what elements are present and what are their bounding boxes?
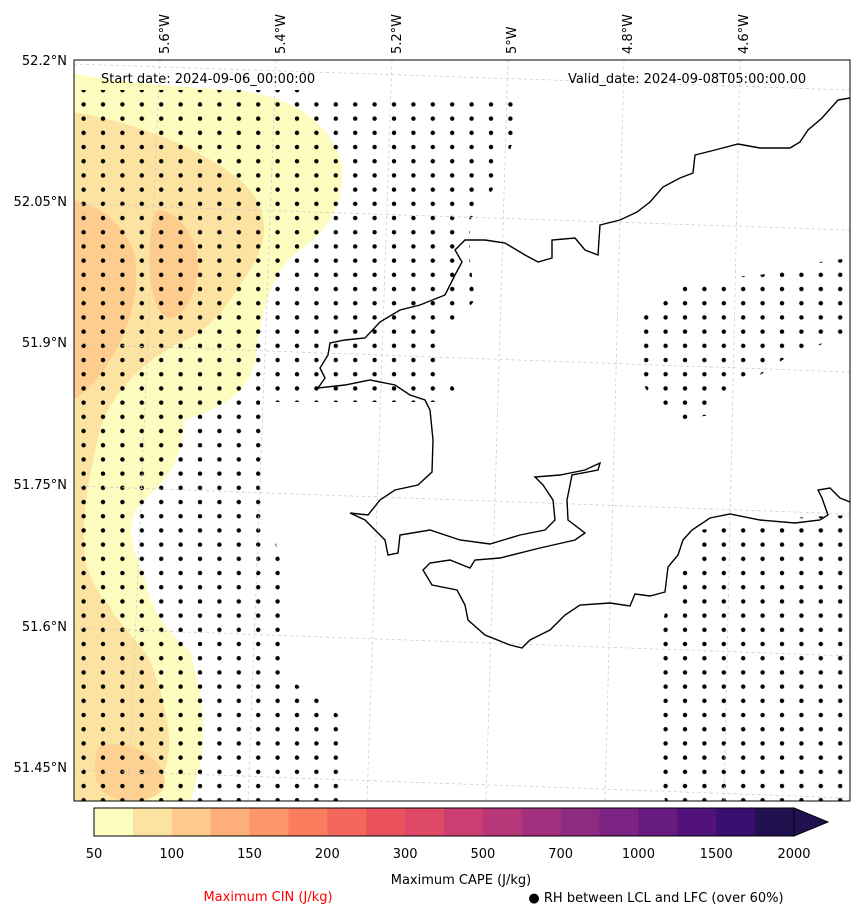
colorbar-tick-label: 2000 (777, 847, 810, 862)
colorbar-bin (521, 808, 562, 836)
longitude-labels: 5.6°W 5.4°W 5.2°W 5°W 4.8°W 4.6°W (158, 14, 752, 54)
lon-label-4.8W: 4.8°W (621, 14, 636, 54)
lon-label-4.6W: 4.6°W (737, 14, 752, 54)
coastline-north (316, 97, 850, 649)
rh-stippling (74, 90, 850, 801)
colorbar-tick-label: 700 (548, 847, 573, 862)
start-date-label: Start date: 2024-09-06_00:00:00 (101, 72, 315, 87)
rh-region-east-upper (632, 258, 850, 420)
colorbar: 50 100 150 200 300 500 700 1000 1500 2000 Maximum… (86, 807, 830, 888)
rh-region-east-lower (652, 515, 850, 801)
colorbar-bins (94, 808, 795, 836)
colorbar-tick-label: 150 (237, 847, 262, 862)
lon-label-5.2W: 5.2°W (390, 14, 405, 54)
lat-label-51.9N: 51.9°N (22, 336, 67, 351)
colorbar-tick-label: 1500 (700, 847, 733, 862)
colorbar-bin (171, 808, 212, 836)
colorbar-bin (755, 808, 795, 836)
colorbar-bin (444, 808, 484, 836)
lat-label-51.75N: 51.75°N (14, 478, 67, 493)
colorbar-bin (716, 808, 756, 836)
colorbar-bin (560, 808, 601, 836)
colorbar-bin (405, 808, 445, 836)
colorbar-bin (677, 808, 717, 836)
lon-label-5W: 5°W (505, 26, 520, 54)
colorbar-bin (132, 808, 173, 836)
lon-label-5.4W: 5.4°W (274, 14, 289, 54)
lat-label-51.6N: 51.6°N (22, 620, 67, 635)
colorbar-bin (482, 808, 523, 836)
colorbar-bin (638, 808, 678, 836)
cin-legend-label: Maximum CIN (J/kg) (203, 890, 332, 905)
coastline (316, 97, 850, 649)
lat-label-51.45N: 51.45°N (14, 761, 67, 776)
colorbar-tick-label: 500 (470, 847, 495, 862)
colorbar-extend-arrow (793, 807, 830, 837)
latitude-labels: 52.2°N 52.05°N 51.9°N 51.75°N 51.6°N 51.… (14, 54, 67, 776)
lat-label-52.05N: 52.05°N (14, 195, 67, 210)
colorbar-tick-label: 100 (159, 847, 184, 862)
colorbar-bin (210, 808, 251, 836)
gridlines (74, 60, 850, 801)
colorbar-tick-label: 50 (86, 847, 103, 862)
colorbar-bin (366, 808, 406, 836)
lon-label-5.6W: 5.6°W (158, 14, 173, 54)
colorbar-tick-label: 300 (393, 847, 418, 862)
rh-region-west (74, 90, 525, 801)
valid-date-label: Valid_date: 2024-09-08T05:00:00.00 (568, 72, 806, 87)
map-border (73, 59, 851, 802)
lat-label-52.2N: 52.2°N (22, 54, 67, 69)
colorbar-outline (93, 807, 795, 837)
colorbar-bin (599, 808, 639, 836)
colorbar-bin (94, 808, 134, 836)
colorbar-ticks: 50 100 150 200 300 500 700 1000 1500 2000 (86, 847, 811, 862)
colorbar-bin (249, 808, 289, 836)
colorbar-tick-label: 1000 (622, 847, 655, 862)
colorbar-bin (288, 808, 328, 836)
colorbar-bin (327, 808, 367, 836)
colorbar-label: Maximum CAPE (J/kg) (391, 873, 531, 888)
rh-legend-label: ● RH between LCL and LFC (over 60%) (528, 891, 783, 906)
colorbar-tick-label: 200 (315, 847, 340, 862)
